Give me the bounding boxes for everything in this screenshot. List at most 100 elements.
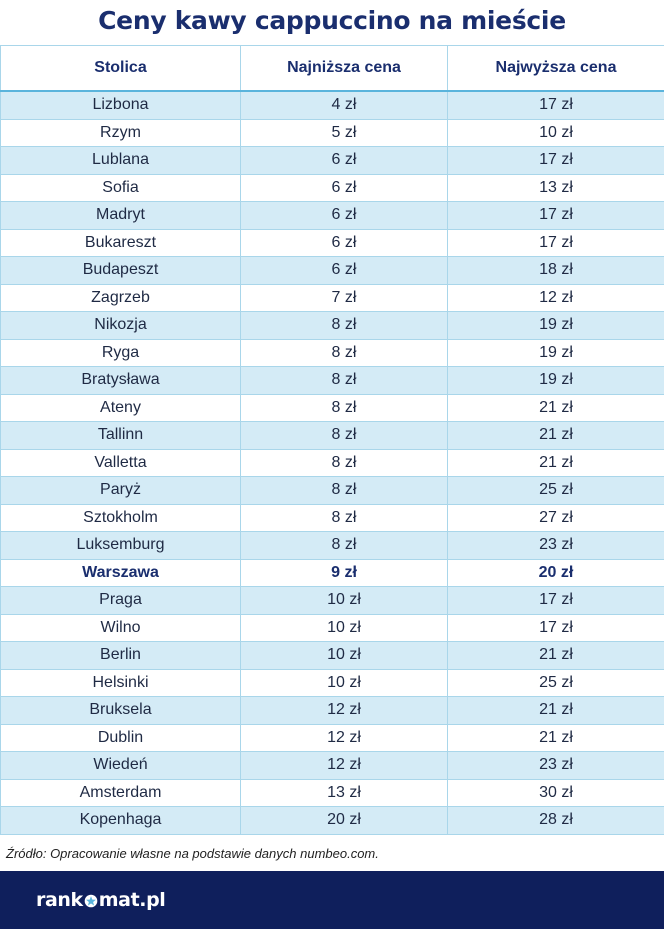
cell-lowest-price: 12 zł <box>240 751 448 780</box>
cell-highest-price: 17 zł <box>447 586 664 615</box>
logo-text-left: rank <box>36 889 83 911</box>
cell-lowest-price: 10 zł <box>240 641 448 670</box>
cell-highest-price: 19 zł <box>447 311 664 340</box>
table-row: Helsinki 10 zł 25 zł <box>0 668 664 697</box>
cell-lowest-price: 10 zł <box>240 668 448 697</box>
cell-highest-price: 21 zł <box>447 696 664 725</box>
cell-capital: Kopenhaga <box>0 806 241 835</box>
cell-highest-price: 17 zł <box>447 613 664 642</box>
cell-highest-price: 13 zł <box>447 173 664 202</box>
cell-highest-price: 10 zł <box>447 118 664 147</box>
price-table: Stolica Najniższa cena Najwyższa cena Li… <box>0 45 664 835</box>
cell-lowest-price: 7 zł <box>240 283 448 312</box>
cell-capital: Madryt <box>0 201 241 230</box>
cell-capital: Ryga <box>0 338 241 367</box>
table-row: Dublin 12 zł 21 zł <box>0 723 664 752</box>
table-row: Valletta 8 zł 21 zł <box>0 448 664 477</box>
cell-highest-price: 21 zł <box>447 723 664 752</box>
cell-lowest-price: 6 zł <box>240 173 448 202</box>
column-header-capital: Stolica <box>0 45 241 92</box>
cell-lowest-price: 12 zł <box>240 723 448 752</box>
cell-capital: Valletta <box>0 448 241 477</box>
cell-highest-price: 27 zł <box>447 503 664 532</box>
table-row: Bruksela 12 zł 21 zł <box>0 696 664 725</box>
cell-capital: Berlin <box>0 641 241 670</box>
cell-lowest-price: 6 zł <box>240 228 448 257</box>
cell-lowest-price: 13 zł <box>240 778 448 807</box>
table-row: Praga 10 zł 17 zł <box>0 586 664 615</box>
star-icon <box>84 894 98 908</box>
cell-highest-price: 21 zł <box>447 448 664 477</box>
table-row: Bratysława 8 zł 19 zł <box>0 366 664 395</box>
column-header-lowest-price: Najniższa cena <box>240 45 448 92</box>
cell-capital: Bratysława <box>0 366 241 395</box>
table-row: Zagrzeb 7 zł 12 zł <box>0 283 664 312</box>
cell-highest-price: 17 zł <box>447 228 664 257</box>
rankomat-logo[interactable]: rank mat.pl <box>36 888 166 912</box>
cell-highest-price: 28 zł <box>447 806 664 835</box>
cell-highest-price: 23 zł <box>447 751 664 780</box>
cell-lowest-price: 8 zł <box>240 338 448 367</box>
cell-highest-price: 25 zł <box>447 476 664 505</box>
cell-highest-price: 18 zł <box>447 256 664 285</box>
cell-capital: Nikozja <box>0 311 241 340</box>
cell-capital: Ateny <box>0 393 241 422</box>
cell-lowest-price: 6 zł <box>240 146 448 175</box>
cell-highest-price: 17 zł <box>447 90 664 120</box>
table-row: Kopenhaga 20 zł 28 zł <box>0 806 664 835</box>
cell-capital: Luksemburg <box>0 531 241 560</box>
cell-highest-price: 21 zł <box>447 393 664 422</box>
footer-bar: rank mat.pl <box>0 871 664 929</box>
table-body: Lizbona 4 zł 17 zł Rzym 5 zł 10 zł Lublana 6 zł… <box>0 90 664 835</box>
cell-lowest-price: 12 zł <box>240 696 448 725</box>
cell-capital: Sztokholm <box>0 503 241 532</box>
table-row: Ateny 8 zł 21 zł <box>0 393 664 422</box>
cell-capital: Praga <box>0 586 241 615</box>
cell-highest-price: 23 zł <box>447 531 664 560</box>
table-row: Warszawa 9 zł 20 zł <box>0 558 664 587</box>
table-row: Madryt 6 zł 17 zł <box>0 201 664 230</box>
table-header-row: Stolica Najniższa cena Najwyższa cena <box>0 45 664 92</box>
cell-highest-price: 25 zł <box>447 668 664 697</box>
cell-capital: Budapeszt <box>0 256 241 285</box>
cell-capital: Sofia <box>0 173 241 202</box>
cell-lowest-price: 10 zł <box>240 613 448 642</box>
cell-highest-price: 20 zł <box>447 558 664 587</box>
table-row: Amsterdam 13 zł 30 zł <box>0 778 664 807</box>
table-row: Sztokholm 8 zł 27 zł <box>0 503 664 532</box>
table-row: Wilno 10 zł 17 zł <box>0 613 664 642</box>
cell-capital: Lublana <box>0 146 241 175</box>
cell-capital: Amsterdam <box>0 778 241 807</box>
cell-capital: Rzym <box>0 118 241 147</box>
cell-lowest-price: 4 zł <box>240 90 448 120</box>
cell-lowest-price: 8 zł <box>240 311 448 340</box>
cell-capital: Zagrzeb <box>0 283 241 312</box>
cell-capital: Lizbona <box>0 90 241 120</box>
table-row: Wiedeń 12 zł 23 zł <box>0 751 664 780</box>
table-row: Rzym 5 zł 10 zł <box>0 118 664 147</box>
table-row: Tallinn 8 zł 21 zł <box>0 421 664 450</box>
cell-highest-price: 21 zł <box>447 641 664 670</box>
cell-highest-price: 17 zł <box>447 201 664 230</box>
cell-lowest-price: 9 zł <box>240 558 448 587</box>
cell-capital: Paryż <box>0 476 241 505</box>
cell-lowest-price: 8 zł <box>240 366 448 395</box>
cell-capital: Wilno <box>0 613 241 642</box>
cell-capital: Dublin <box>0 723 241 752</box>
table-row: Berlin 10 zł 21 zł <box>0 641 664 670</box>
table-row: Sofia 6 zł 13 zł <box>0 173 664 202</box>
cell-capital: Helsinki <box>0 668 241 697</box>
cell-lowest-price: 6 zł <box>240 256 448 285</box>
cell-highest-price: 17 zł <box>447 146 664 175</box>
source-note: Źródło: Opracowanie własne na podstawie … <box>6 846 379 861</box>
cell-lowest-price: 6 zł <box>240 201 448 230</box>
table-row: Nikozja 8 zł 19 zł <box>0 311 664 340</box>
table-row: Bukareszt 6 zł 17 zł <box>0 228 664 257</box>
cell-highest-price: 12 zł <box>447 283 664 312</box>
table-row: Lublana 6 zł 17 zł <box>0 146 664 175</box>
logo-text-right: mat.pl <box>98 889 166 911</box>
cell-highest-price: 30 zł <box>447 778 664 807</box>
column-header-highest-price: Najwyższa cena <box>447 45 664 92</box>
cell-capital: Bukareszt <box>0 228 241 257</box>
cell-highest-price: 19 zł <box>447 366 664 395</box>
